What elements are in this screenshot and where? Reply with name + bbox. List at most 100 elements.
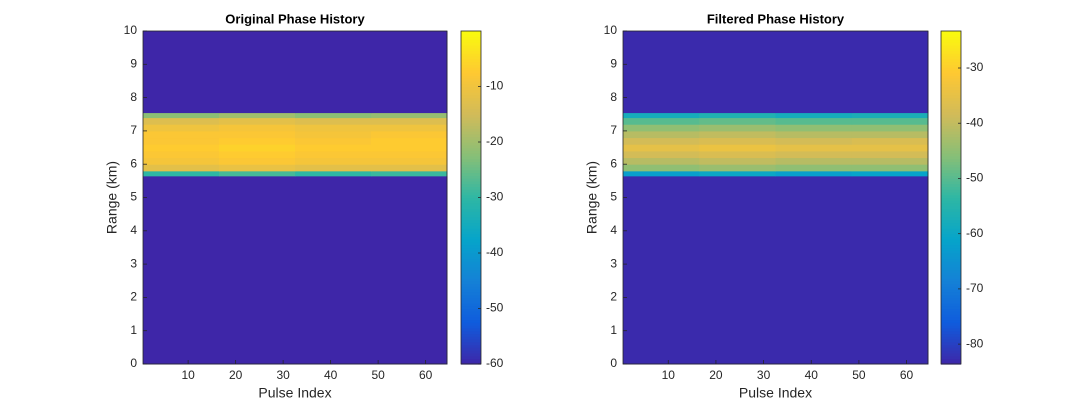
colorbar-slice — [461, 75, 481, 79]
colorbar-slice — [461, 58, 481, 63]
x-tick-label: 50 — [371, 368, 385, 382]
colorbar-slice — [941, 327, 961, 332]
heatmap-cell — [143, 130, 220, 139]
colorbar-slice — [461, 250, 481, 254]
colorbar-slice — [941, 186, 961, 190]
colorbar-slice — [461, 300, 481, 304]
heatmap-cell — [775, 164, 853, 172]
colorbar-slice — [941, 322, 961, 326]
colorbar-slice — [461, 247, 481, 251]
colorbar-slice — [461, 139, 481, 143]
colorbar-slice — [941, 219, 961, 224]
colorbar-slice — [941, 83, 961, 88]
heatmap-cell — [623, 31, 700, 114]
colorbar-slice — [941, 291, 961, 296]
heatmap-cell — [295, 130, 372, 139]
y-tick-label: 5 — [130, 190, 137, 204]
colorbar-slice — [461, 42, 481, 46]
heatmap-cell — [775, 157, 853, 165]
x-tick-label: 10 — [662, 368, 676, 382]
colorbar-slice — [461, 130, 481, 135]
heatmap-cell — [219, 117, 296, 125]
heatmap-cell — [219, 170, 296, 177]
colorbar-slice — [461, 103, 481, 107]
colorbar-slice — [941, 253, 961, 257]
heatmap-cell — [699, 130, 776, 139]
colorbar-slice — [941, 283, 961, 287]
colorbar-slice — [461, 169, 481, 174]
colorbar-slice — [941, 250, 961, 254]
colorbar-slice — [941, 169, 961, 174]
colorbar-slice — [461, 133, 481, 138]
heatmap-cell — [699, 170, 776, 177]
colorbar-slice — [941, 78, 961, 82]
colorbar-slice — [941, 261, 961, 265]
colorbar-slice — [461, 203, 481, 207]
colorbar-slice — [941, 286, 961, 290]
heatmap-cell — [219, 31, 296, 114]
heatmap-cell — [775, 175, 853, 365]
colorbar-slice — [461, 125, 481, 129]
y-tick-label: 9 — [130, 56, 137, 70]
heatmap-cell — [699, 31, 776, 114]
heatmap-cell — [295, 124, 372, 132]
colorbar-slice — [941, 294, 961, 298]
heatmap-cell — [219, 144, 296, 152]
y-tick-label: 10 — [124, 23, 138, 37]
heatmap-cell — [623, 157, 700, 165]
x-tick-label: 30 — [276, 368, 290, 382]
colorbar-tick-label: -40 — [966, 115, 984, 129]
colorbar-slice — [941, 269, 961, 274]
colorbar-slice — [461, 80, 481, 85]
colorbar-slice — [461, 39, 481, 43]
heatmap-cell — [295, 117, 372, 125]
heatmap-cell — [623, 150, 700, 159]
colorbar-slice — [941, 130, 961, 135]
colorbar-slice — [461, 100, 481, 104]
colorbar-slice — [941, 50, 961, 54]
heatmap-cell — [219, 137, 296, 145]
colorbar-slice — [941, 211, 961, 215]
heatmap-cell — [851, 124, 929, 132]
colorbar-slice — [461, 228, 481, 232]
colorbar-slice — [941, 330, 961, 335]
colorbar-slice — [461, 183, 481, 187]
colorbar-slice — [461, 31, 481, 35]
heatmap-cell — [699, 175, 776, 365]
heatmap-cell — [295, 137, 372, 145]
colorbar-slice — [461, 211, 481, 215]
colorbar-slice — [461, 208, 481, 212]
y-tick-label: 10 — [604, 23, 618, 37]
heatmap-cell — [143, 137, 220, 145]
y-tick-label: 0 — [610, 356, 617, 370]
heatmap-cell — [143, 31, 220, 114]
colorbar-slice — [461, 314, 481, 318]
heatmap-cell — [851, 157, 929, 165]
colorbar-slice — [941, 47, 961, 52]
heatmap-cell — [143, 164, 220, 172]
colorbar-slice — [941, 302, 961, 307]
y-tick-label: 8 — [610, 90, 617, 104]
colorbar-slice — [461, 89, 481, 93]
colorbar-slice — [941, 297, 961, 301]
colorbar-slice — [461, 36, 481, 40]
y-tick-label: 6 — [130, 156, 137, 170]
y-tick-label: 1 — [130, 323, 137, 337]
colorbar-slice — [461, 216, 481, 221]
colorbar-slice — [941, 64, 961, 68]
colorbar-slice — [941, 172, 961, 176]
colorbar-slice — [941, 308, 961, 312]
heatmap-cell — [699, 112, 776, 119]
colorbar-slice — [941, 117, 961, 121]
colorbar-slice — [461, 305, 481, 310]
colorbar-slice — [461, 258, 481, 262]
heatmap-cell — [699, 124, 776, 132]
colorbar-slice — [941, 67, 961, 71]
colorbar-slice — [461, 291, 481, 296]
colorbar-slice — [941, 122, 961, 126]
heatmap-cell — [371, 170, 448, 177]
colorbar-slice — [461, 222, 481, 226]
colorbar-slice — [941, 89, 961, 93]
colorbar-slice — [941, 216, 961, 221]
colorbar-slice — [461, 214, 481, 218]
